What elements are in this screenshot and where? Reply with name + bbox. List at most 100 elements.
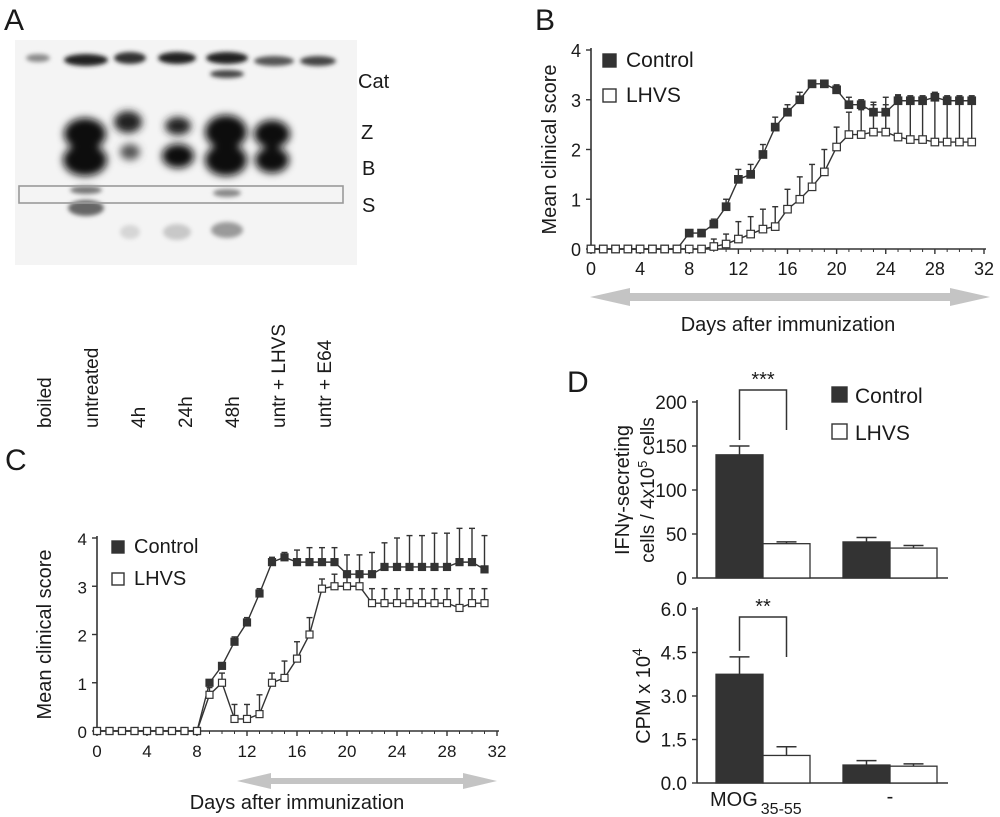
blot-band bbox=[64, 118, 106, 150]
data-point-lhvs bbox=[783, 204, 792, 214]
data-point-control bbox=[317, 558, 327, 567]
data-point-control bbox=[746, 170, 756, 179]
data-point-control bbox=[856, 100, 866, 110]
chart-d-bottom: 0.0 1.5 3.0 4.5 6.0 ** CPM x 104 MOG 35-55 - bbox=[629, 596, 948, 817]
data-point-lhvs bbox=[869, 127, 878, 137]
timeline-arrow-b bbox=[590, 288, 990, 306]
data-point-control bbox=[280, 553, 289, 562]
y-tick-label: 2 bbox=[78, 627, 87, 646]
x-tick-label: 8 bbox=[192, 742, 201, 761]
band-label-b: B bbox=[362, 158, 375, 180]
lane-labels: boiled untreated 4h 24h 48h untr + LHVS … bbox=[35, 324, 336, 428]
blot-band bbox=[213, 189, 241, 197]
y-tick-label: 1 bbox=[78, 675, 87, 694]
data-point-lhvs bbox=[380, 599, 389, 608]
data-point-lhvs bbox=[405, 599, 414, 608]
blot-band bbox=[254, 56, 294, 66]
data-point-lhvs bbox=[623, 244, 633, 254]
panel-letter-d: D bbox=[567, 366, 589, 399]
data-point-lhvs bbox=[267, 678, 277, 687]
legend-label-control: Control bbox=[134, 536, 198, 558]
data-point-lhvs bbox=[305, 630, 314, 639]
data-point-lhvs bbox=[758, 224, 768, 234]
y-tick-label: 2 bbox=[571, 141, 581, 161]
data-point-control bbox=[405, 562, 414, 572]
data-point-lhvs bbox=[856, 130, 866, 139]
legend-marker-lhvs bbox=[602, 88, 617, 103]
y-tick-label: 150 bbox=[655, 437, 687, 458]
significance-bracket bbox=[738, 616, 788, 657]
band-label-s: S bbox=[362, 195, 375, 217]
blot-band bbox=[26, 54, 50, 62]
lane-label: 48h bbox=[223, 396, 244, 428]
legend-label-lhvs: LHVS bbox=[134, 568, 186, 590]
data-point-control bbox=[380, 562, 389, 572]
data-point-lhvs bbox=[795, 194, 805, 204]
bar-lhvs bbox=[762, 754, 811, 784]
x-tick-label: 4 bbox=[635, 259, 645, 279]
data-point-control bbox=[783, 107, 792, 117]
panel-letter-b: B bbox=[535, 4, 555, 37]
data-point-lhvs bbox=[893, 132, 903, 142]
series-line-lhvs bbox=[97, 585, 485, 732]
legend-marker-control bbox=[831, 386, 848, 403]
blot-band bbox=[300, 56, 336, 66]
data-point-lhvs bbox=[392, 599, 402, 608]
bar-lhvs bbox=[762, 543, 811, 579]
data-point-lhvs bbox=[611, 244, 620, 254]
data-point-control bbox=[819, 79, 829, 89]
legend-label-control: Control bbox=[626, 49, 694, 72]
blot-band bbox=[63, 144, 107, 176]
data-point-lhvs bbox=[844, 130, 854, 139]
bar-lhvs bbox=[889, 547, 938, 579]
series-line-control bbox=[591, 83, 972, 250]
y-tick-label: 0.0 bbox=[661, 774, 687, 795]
data-point-control bbox=[455, 558, 464, 567]
y-tick-label: 4.5 bbox=[661, 644, 687, 665]
data-point-control bbox=[697, 228, 706, 238]
bar-control bbox=[715, 673, 764, 784]
legend-marker-control bbox=[602, 53, 617, 68]
data-point-control bbox=[230, 637, 239, 646]
x-tick-label: 32 bbox=[974, 259, 994, 279]
y-tick-label: 0 bbox=[676, 569, 687, 590]
data-point-lhvs bbox=[342, 582, 352, 591]
x-tick-label: 4 bbox=[142, 742, 151, 761]
y-tick-label: 1.5 bbox=[661, 731, 687, 752]
data-point-control bbox=[480, 565, 489, 574]
data-point-lhvs bbox=[205, 690, 214, 699]
data-point-control bbox=[795, 95, 805, 105]
bar-control bbox=[842, 764, 891, 784]
legend-label-lhvs: LHVS bbox=[855, 422, 910, 445]
data-point-lhvs bbox=[955, 137, 964, 147]
blot-band bbox=[120, 144, 140, 160]
blot-image bbox=[15, 40, 357, 265]
y-tick-label: 100 bbox=[655, 481, 687, 502]
blot-band bbox=[120, 225, 140, 239]
blot-band bbox=[162, 144, 194, 168]
data-point-lhvs bbox=[807, 182, 817, 192]
data-point-lhvs bbox=[930, 137, 940, 147]
y-tick-label: 0 bbox=[78, 723, 87, 742]
blot-band bbox=[255, 147, 289, 173]
blot-band bbox=[114, 111, 142, 133]
bar-control bbox=[842, 541, 891, 579]
data-point-lhvs bbox=[230, 714, 239, 724]
x-axis-label: Days after immunization bbox=[681, 314, 896, 336]
data-point-lhvs bbox=[770, 222, 780, 231]
blot-band bbox=[206, 52, 248, 64]
y-tick-label: 4 bbox=[571, 41, 581, 61]
x-tick-label: 0 bbox=[92, 742, 101, 761]
data-point-lhvs bbox=[280, 673, 289, 683]
lane-label: boiled bbox=[35, 377, 56, 428]
data-point-lhvs bbox=[942, 137, 952, 147]
legend-marker-lhvs bbox=[831, 423, 848, 440]
data-point-lhvs bbox=[317, 584, 327, 593]
data-point-control bbox=[367, 570, 377, 579]
legend-label-control: Control bbox=[855, 385, 923, 408]
data-point-lhvs bbox=[819, 167, 829, 177]
x-axis-label: Days after immunization bbox=[190, 792, 405, 814]
